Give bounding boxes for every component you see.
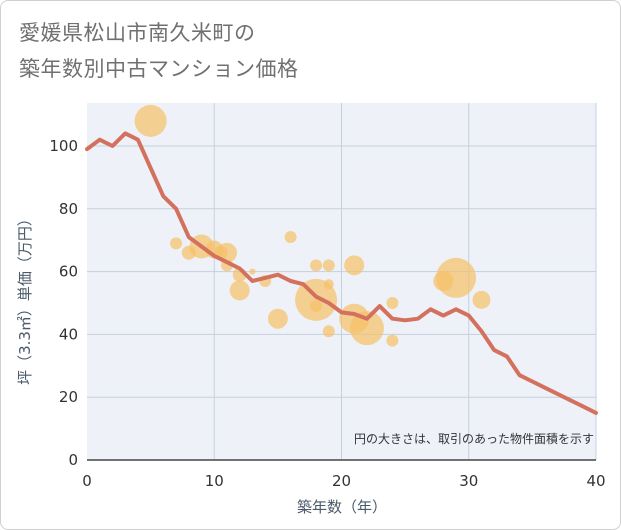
size-note: 円の大きさは、取引のあった物件面積を示す	[354, 431, 594, 446]
bubble-point	[436, 257, 477, 298]
x-tick-label: 10	[205, 472, 224, 490]
grid-lines	[87, 103, 597, 460]
y-tick-label: 100	[49, 137, 78, 155]
bubble-point	[249, 268, 256, 275]
bubble-point	[134, 104, 167, 137]
bubble-point	[267, 308, 288, 329]
bubble-point	[349, 311, 384, 346]
bubble-point	[170, 237, 183, 250]
x-tick-labels: 0 10 20 30 40	[82, 472, 605, 490]
bubble-point	[322, 259, 335, 272]
chart-title-line-2: 築年数別中古マンション価格	[19, 57, 299, 81]
x-axis-label: 築年数（年）	[297, 498, 387, 516]
y-axis-label: 坪（3.3㎡）単価（万円）	[16, 211, 34, 385]
y-tick-label: 40	[59, 325, 78, 343]
x-tick-label: 20	[332, 472, 351, 490]
bubble-point	[295, 278, 338, 321]
y-tick-labels: 0 20 40 60 80 100	[49, 137, 78, 469]
y-tick-label: 20	[59, 388, 78, 406]
y-tick-label: 80	[59, 200, 78, 218]
chart-title-line-1: 愛媛県松山市南久米町の	[19, 21, 256, 45]
y-tick-label: 60	[59, 263, 78, 281]
y-tick-label: 0	[68, 451, 78, 469]
x-tick-label: 40	[586, 472, 605, 490]
bubble-point	[310, 300, 323, 313]
x-tick-label: 0	[82, 472, 92, 490]
bubble-point	[386, 334, 399, 347]
bubble-point	[229, 280, 250, 301]
bubble-point	[386, 297, 399, 309]
bubble-point	[322, 325, 335, 338]
chart-title: 愛媛県松山市南久米町の 築年数別中古マンション価格	[19, 15, 579, 87]
x-tick-label: 30	[459, 472, 478, 490]
bubble-point	[472, 290, 491, 309]
average-price-line	[85, 131, 598, 415]
bubble-point	[344, 255, 365, 276]
bubble-point	[323, 279, 334, 290]
bubble-point	[310, 259, 323, 272]
bubble-point	[284, 231, 297, 244]
